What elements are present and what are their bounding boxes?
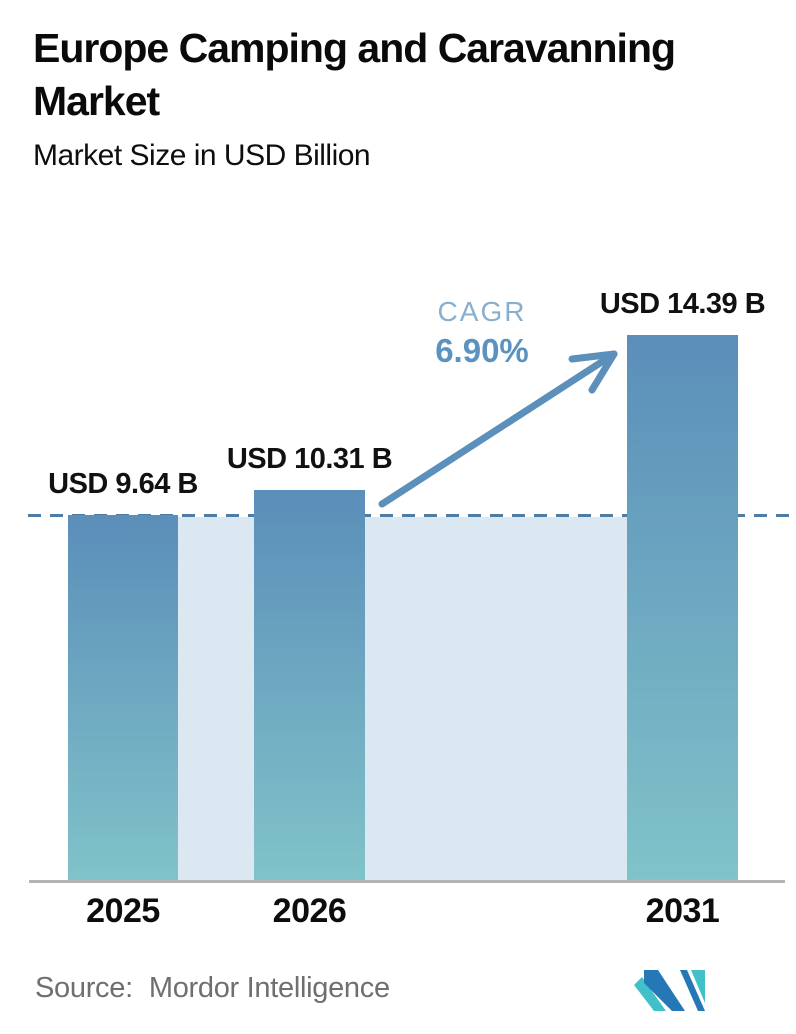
- mordor-intelligence-logo: [634, 970, 705, 1011]
- chart-title-line2: Market: [33, 78, 160, 124]
- x-tick-label-2031: 2031: [645, 892, 720, 930]
- cagr-annotation: CAGR 6.90%: [398, 294, 566, 372]
- bar-2025: [68, 515, 178, 881]
- bar-value-label: USD 14.39 B: [599, 288, 766, 320]
- bar-group-2031: USD 14.39 B: [600, 288, 766, 881]
- x-axis-line: [29, 880, 785, 883]
- cagr-label: CAGR: [437, 296, 527, 327]
- forecast-band: [178, 517, 627, 881]
- chart-title-line1: Europe Camping and Caravanning: [33, 25, 676, 71]
- growth-arrow-icon: [378, 350, 618, 508]
- cagr-value: 6.90%: [435, 332, 529, 369]
- source-name: Mordor Intelligence: [148, 972, 390, 1004]
- bar-value-label: USD 10.31 B: [226, 443, 393, 475]
- baseline-dashed-line: [28, 514, 790, 517]
- bar-2026: [254, 490, 365, 881]
- bar-group-2025: USD 9.64 B: [48, 468, 198, 881]
- chart-subtitle: Market Size in USD Billion: [33, 139, 371, 172]
- x-tick-label-2025: 2025: [86, 892, 160, 930]
- bar-2031: [627, 335, 738, 881]
- source-footer: Source: Mordor Intelligence: [35, 972, 390, 1005]
- source-label: Source:: [35, 972, 133, 1004]
- bar-value-label: USD 9.64 B: [48, 468, 198, 500]
- chart-header: Europe Camping and Caravanning Market Ma…: [33, 22, 763, 174]
- bar-group-2026: USD 10.31 B: [227, 443, 393, 881]
- x-tick-label-2026: 2026: [272, 892, 347, 930]
